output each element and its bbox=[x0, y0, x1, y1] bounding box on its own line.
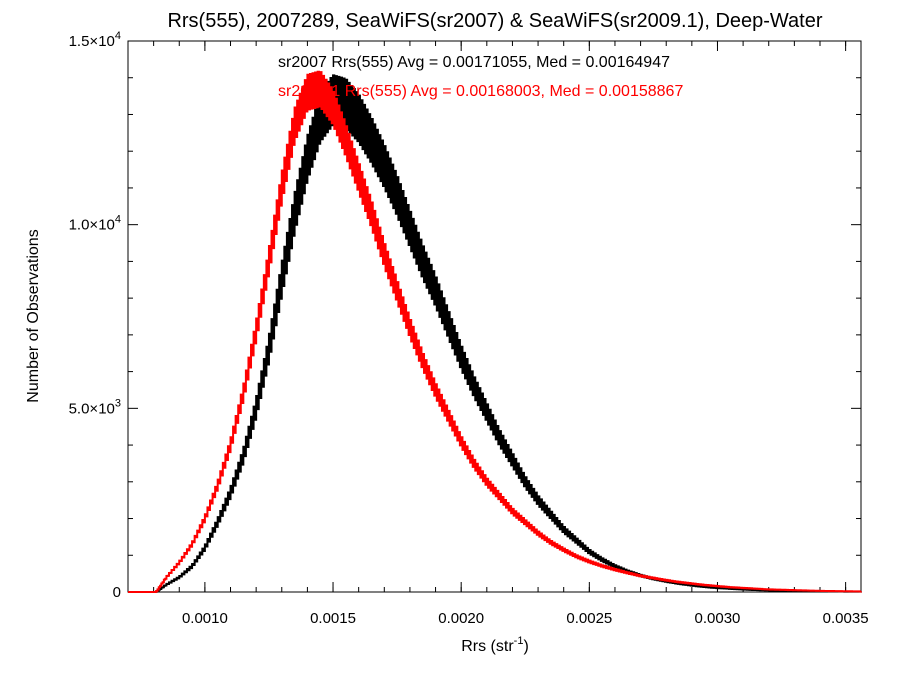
chart-title: Rrs(555), 2007289, SeaWiFS(sr2007) & Sea… bbox=[167, 10, 822, 32]
y-axis-label: Number of Observations bbox=[25, 229, 42, 402]
annotation-sr2007: sr2007 Rrs(555) Avg = 0.00171055, Med = … bbox=[278, 54, 670, 71]
y-tick-label: 1.5×104 bbox=[69, 30, 121, 50]
x-tick-label: 0.0030 bbox=[695, 610, 741, 627]
y-ticks: 0 5.0×103 1.0×104 1.5×104 bbox=[69, 30, 861, 601]
series-line-0 bbox=[128, 74, 862, 593]
series-line-1 bbox=[128, 70, 862, 593]
x-ticks: 0.0010 0.0015 0.0020 0.0025 0.0030 0.0035 bbox=[127, 41, 869, 627]
plot-frame bbox=[127, 40, 862, 593]
y-tick-label: 1.0×104 bbox=[69, 214, 121, 234]
x-axis-label: Rrs (str-1) bbox=[461, 635, 529, 655]
y-tick-label: 5.0×103 bbox=[69, 397, 121, 417]
annotations: sr2007 Rrs(555) Avg = 0.00171055, Med = … bbox=[278, 54, 683, 100]
x-tick-label: 0.0025 bbox=[566, 610, 612, 627]
x-tick-label: 0.0020 bbox=[438, 610, 484, 627]
x-tick-label: 0.0010 bbox=[182, 610, 228, 627]
y-tick-label: 0 bbox=[113, 584, 121, 601]
x-tick-label: 0.0035 bbox=[823, 610, 869, 627]
series-lines bbox=[128, 70, 862, 593]
annotation-sr2009: sr2009.1 Rrs(555) Avg = 0.00168003, Med … bbox=[278, 83, 683, 100]
x-tick-label: 0.0015 bbox=[310, 610, 356, 627]
